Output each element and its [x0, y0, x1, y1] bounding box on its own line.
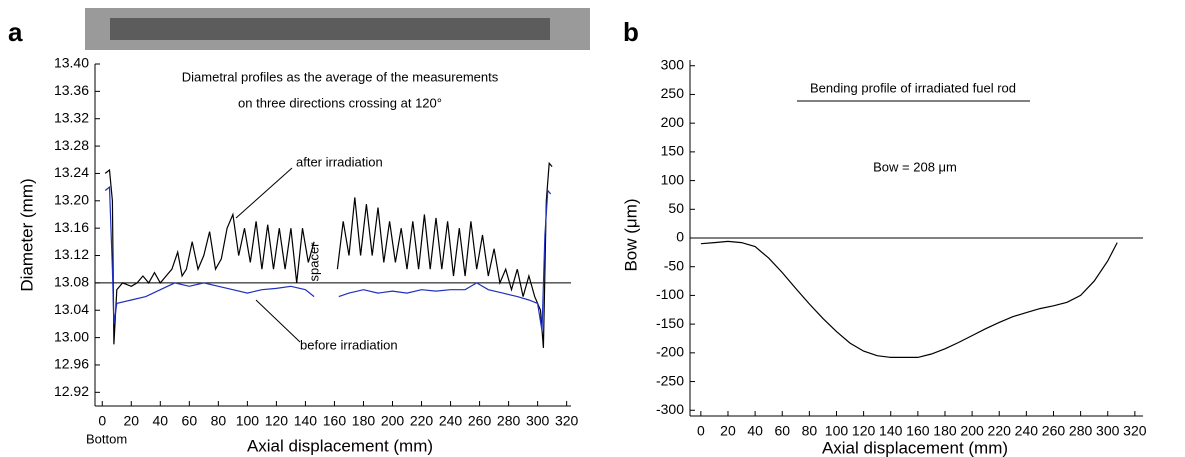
x-tick-label: 40	[153, 413, 169, 429]
x-tick-label: 80	[802, 423, 818, 439]
annotation: Bow = 208 μm	[873, 159, 957, 174]
chart-title: Bending profile of irradiated fuel rod	[810, 80, 1016, 95]
y-axis-label: Diameter (mm)	[17, 178, 36, 291]
x-tick-label: 140	[879, 423, 903, 439]
x-tick-label: 160	[323, 413, 347, 429]
x-tick-label: 220	[988, 423, 1012, 439]
x-tick-label: 100	[236, 413, 260, 429]
y-tick-label: 13.28	[54, 137, 89, 153]
y-tick-label: -50	[664, 257, 684, 273]
y-tick-label: 300	[661, 56, 685, 72]
x-tick-label: 220	[410, 413, 434, 429]
annotation: Bottom	[86, 431, 127, 446]
y-tick-label: 13.16	[54, 219, 89, 235]
y-tick-label: 100	[661, 171, 685, 187]
x-tick-label: 0	[697, 423, 705, 439]
y-tick-label: 13.00	[54, 328, 89, 344]
y-tick-label: 13.12	[54, 246, 89, 262]
y-tick-label: 13.40	[54, 55, 89, 71]
x-tick-label: 0	[98, 413, 106, 429]
y-tick-label: -100	[656, 286, 684, 302]
y-tick-label: 13.32	[54, 109, 89, 125]
x-axis-label: Axial displacement (mm)	[247, 436, 433, 455]
y-tick-label: -250	[656, 372, 684, 388]
x-tick-label: 120	[852, 423, 876, 439]
y-tick-label: 12.96	[54, 356, 89, 372]
y-tick-label: 50	[668, 200, 684, 216]
series-line	[104, 185, 552, 331]
annotation: spacer	[306, 242, 321, 282]
y-tick-label: -150	[656, 315, 684, 331]
series-line	[104, 161, 553, 348]
y-tick-label: 0	[676, 229, 684, 245]
series-line	[700, 240, 1118, 358]
y-axis-label: Bow (μm)	[621, 198, 640, 271]
x-tick-label: 260	[1042, 423, 1066, 439]
x-tick-label: 80	[211, 413, 227, 429]
y-tick-label: 150	[661, 143, 685, 159]
x-axis-label: Axial displacement (mm)	[822, 438, 1008, 457]
x-tick-label: 180	[933, 423, 957, 439]
x-tick-label: 180	[352, 413, 376, 429]
x-tick-label: 240	[1015, 423, 1039, 439]
y-tick-label: 13.36	[54, 82, 89, 98]
x-tick-label: 160	[906, 423, 930, 439]
y-tick-label: -300	[656, 401, 684, 417]
x-tick-label: 20	[123, 413, 139, 429]
x-tick-label: 100	[825, 423, 849, 439]
y-tick-label: 13.04	[54, 301, 89, 317]
x-tick-label: 140	[294, 413, 318, 429]
y-tick-label: 13.08	[54, 274, 89, 290]
x-tick-label: 200	[381, 413, 405, 429]
x-tick-label: 280	[1069, 423, 1093, 439]
series-label: before irradiation	[300, 337, 398, 352]
x-tick-label: 60	[182, 413, 198, 429]
y-tick-label: 250	[661, 85, 685, 101]
y-tick-label: -200	[656, 344, 684, 360]
x-tick-label: 60	[774, 423, 790, 439]
x-tick-label: 200	[960, 423, 984, 439]
y-tick-label: 13.20	[54, 192, 89, 208]
series-label: after irradiation	[296, 154, 383, 169]
leader-line	[235, 167, 293, 219]
x-tick-label: 260	[468, 413, 492, 429]
x-tick-label: 20	[720, 423, 736, 439]
y-tick-label: 13.24	[54, 164, 89, 180]
x-tick-label: 280	[497, 413, 521, 429]
panel-letter: a	[8, 17, 23, 47]
x-tick-label: 300	[526, 413, 550, 429]
panel-letter: b	[623, 17, 639, 47]
x-tick-label: 320	[1123, 423, 1147, 439]
x-tick-label: 300	[1096, 423, 1120, 439]
y-tick-label: 12.92	[54, 383, 89, 399]
x-tick-label: 40	[747, 423, 763, 439]
x-tick-label: 240	[439, 413, 463, 429]
leader-line	[255, 299, 301, 343]
rod-photo-body	[110, 18, 550, 40]
y-tick-label: 200	[661, 114, 685, 130]
chart-title: Diametral profiles as the average of the…	[182, 69, 499, 84]
x-tick-label: 320	[555, 413, 579, 429]
chart-subtitle: on three directions crossing at 120°	[238, 95, 442, 110]
x-tick-label: 120	[265, 413, 289, 429]
